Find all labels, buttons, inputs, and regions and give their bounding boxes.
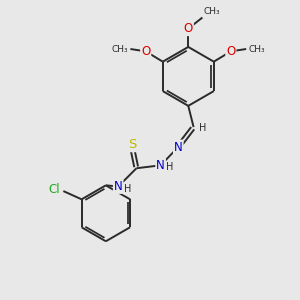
Text: Cl: Cl: [48, 183, 60, 196]
Text: CH₃: CH₃: [204, 7, 220, 16]
Text: N: N: [114, 180, 123, 193]
Text: S: S: [128, 138, 136, 151]
Text: CH₃: CH₃: [111, 44, 128, 53]
Text: O: O: [141, 45, 150, 58]
Text: H: H: [124, 184, 131, 194]
Text: CH₃: CH₃: [248, 44, 265, 53]
Text: N: N: [156, 159, 165, 172]
Text: H: H: [166, 162, 174, 172]
Text: O: O: [184, 22, 193, 35]
Text: N: N: [174, 141, 183, 154]
Text: H: H: [199, 123, 206, 133]
Text: O: O: [226, 45, 236, 58]
